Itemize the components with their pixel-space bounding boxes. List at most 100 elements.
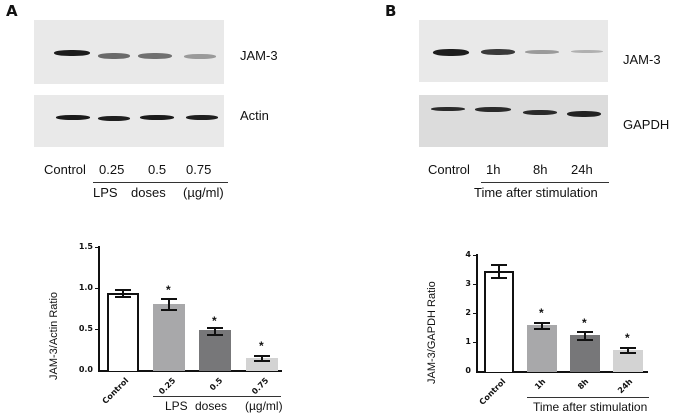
lane-label: 1h [486,162,501,177]
y-tick-label: 0.0 [78,365,93,374]
x-group-label-lps: LPS [165,399,188,413]
y-axis-a [98,246,100,372]
significance-star: * [166,283,171,297]
y-tick-label: 1.5 [78,242,93,251]
y-tick [473,313,477,314]
error-cap [577,339,593,341]
bar-1h [527,325,557,372]
band [98,116,130,121]
error-cap [207,334,223,336]
error-cap [161,298,177,300]
band [184,54,216,59]
blot-label-jam3-a: JAM-3 [240,48,278,63]
band [54,50,90,56]
error-cap [115,296,131,298]
group-underline [93,182,228,183]
y-tick [473,342,477,343]
group-label-doses: doses [131,185,166,200]
y-tick-label: 2 [465,308,471,317]
x-axis-a [98,370,282,372]
error-cap [254,355,270,357]
gapdh-blot [419,95,608,147]
error-cap [620,352,636,354]
bar-24h [613,350,643,372]
band [56,115,90,120]
lane-label: 24h [571,162,593,177]
panel-letter-b: B [385,2,397,20]
error-bar [627,347,629,353]
x-tick-label: Control [477,377,508,407]
x-axis-b [476,371,648,373]
x-tick-label: 24h [616,377,635,396]
y-tick [473,255,477,256]
bar-control [107,293,139,371]
y-tick-label: 4 [465,250,471,259]
error-cap [254,360,270,362]
bar-0-5 [199,330,231,371]
band [525,50,559,54]
x-group-label-time: Time after stimulation [533,400,648,414]
y-tick-label: 0.5 [78,324,93,333]
bar-control [484,271,514,372]
error-cap [534,328,550,330]
error-cap [620,347,636,349]
x-tick-label: 1h [533,377,548,392]
lane-label: 8h [533,162,548,177]
y-tick-label: 1.0 [78,283,93,292]
band [138,53,172,59]
band [433,49,469,56]
error-cap [491,277,507,279]
band [567,111,601,117]
x-tick-label: Control [100,376,131,406]
error-cap [577,331,593,333]
y-tick-label: 0 [465,366,471,375]
group-label-lps: LPS [93,185,118,200]
jam3-blot-b [419,20,608,82]
lane-label: 0.25 [99,162,125,177]
band [475,107,511,112]
error-bar [261,355,263,361]
blot-label-jam3-b: JAM-3 [623,52,661,67]
error-bar [122,290,124,296]
y-tick [95,247,99,248]
significance-star: * [625,331,630,345]
blot-label-actin: Actin [240,108,269,123]
lane-label: Control [428,162,470,177]
band [431,107,465,111]
error-bar [584,331,586,340]
x-tick-label: 8h [576,377,591,392]
y-tick [95,288,99,289]
band [523,110,557,115]
error-bar [168,298,170,310]
significance-star: * [212,314,217,328]
band [571,50,603,53]
lane-label: 0.75 [186,162,212,177]
y-axis-label-a: JAM-3/Actin Ratio [48,291,60,380]
bar-8h [570,335,600,372]
group-label-time: Time after stimulation [474,185,598,200]
y-tick [473,284,477,285]
group-underline [153,396,281,397]
jam3-blot-a [34,20,224,84]
significance-star: * [582,316,587,330]
significance-star: * [259,339,264,353]
error-bar [541,322,543,328]
error-cap [115,289,131,291]
lane-label: Control [44,162,86,177]
group-underline [481,182,609,183]
x-tick-label: 0.5 [207,376,225,393]
error-cap [207,327,223,329]
x-group-label-units: (µg/ml) [245,399,283,413]
blot-label-gapdh: GAPDH [623,117,670,132]
error-bar [214,327,216,335]
error-bar [498,265,500,278]
band [140,115,174,120]
group-label-units: (µg/ml) [183,185,224,200]
y-tick-label: 3 [465,279,471,288]
y-axis-label-b: JAM-3/GAPDH Ratio [426,281,438,384]
bar-0-25 [153,304,185,371]
lane-label: 0.5 [148,162,167,177]
band [481,49,515,55]
y-tick [95,329,99,330]
error-cap [534,322,550,324]
